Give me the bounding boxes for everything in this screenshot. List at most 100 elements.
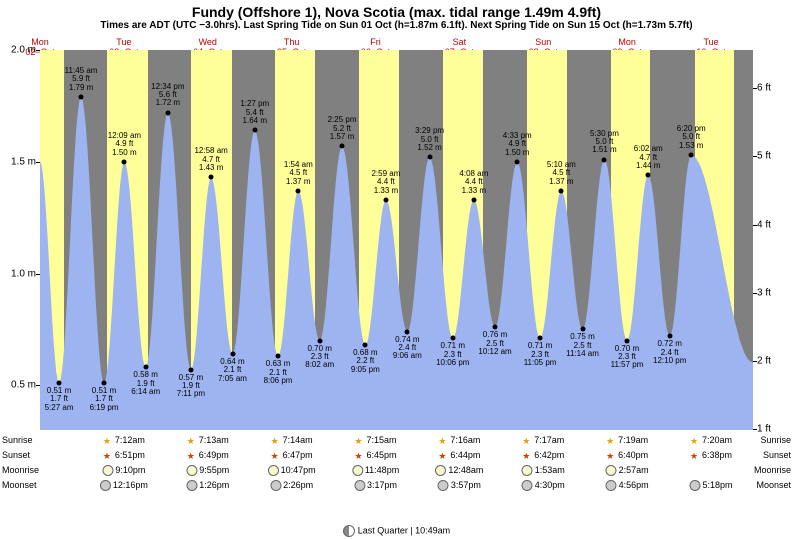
tick (753, 293, 757, 294)
footer-row-moonrise: MoonriseMoonrise9:10pm9:55pm10:47pm11:48… (0, 465, 793, 480)
day-band (191, 50, 232, 430)
extreme-dot (276, 354, 281, 359)
footer-item: 1:53am (522, 465, 565, 476)
day-band (359, 50, 399, 430)
footer-item: 10:47pm (268, 465, 316, 476)
moonrise-icon (268, 465, 279, 476)
footer-item: ★7:15am (355, 435, 397, 446)
footer-item: ★7:19am (606, 435, 648, 446)
y-left-tick-label: 0.5 m (0, 380, 36, 391)
footer-item: ★6:38pm (690, 450, 732, 461)
sunrise-icon: ★ (606, 436, 616, 446)
extreme-dot (363, 343, 368, 348)
day-band (40, 50, 64, 430)
moon-phase: Last Quarter | 10:49am (0, 525, 793, 537)
moonset-icon (186, 480, 197, 491)
tick (753, 361, 757, 362)
footer-label: Sunrise (760, 435, 791, 445)
footer-label: Sunset (2, 450, 30, 460)
footer-row-moonset: MoonsetMoonset12:16pm1:26pm2:26pm3:17pm3… (0, 480, 793, 495)
sunset-icon: ★ (271, 451, 281, 461)
sunrise-icon: ★ (271, 436, 281, 446)
footer-item: 5:18pm (690, 480, 733, 491)
footer-item: ★6:40pm (606, 450, 648, 461)
day-band (695, 50, 734, 430)
tick (36, 162, 40, 163)
footer-item: ★7:17am (522, 435, 564, 446)
footer-label: Moonrise (754, 465, 791, 475)
chart-subtitle: Times are ADT (UTC −3.0hrs). Last Spring… (0, 20, 793, 33)
footer-item: 9:55pm (186, 465, 229, 476)
moonrise-icon (186, 465, 197, 476)
extreme-dot (538, 336, 543, 341)
extreme-dot (580, 327, 585, 332)
footer-item: 3:57pm (438, 480, 481, 491)
sunrise-icon: ★ (438, 436, 448, 446)
footer-item: ★6:51pm (103, 450, 145, 461)
extreme-dot (317, 338, 322, 343)
sunrise-icon: ★ (690, 436, 700, 446)
extreme-dot (515, 159, 520, 164)
footer-item: 2:26pm (270, 480, 313, 491)
moonset-icon (100, 480, 111, 491)
footer-item: 4:56pm (606, 480, 649, 491)
footer-rows: SunriseSunrise★7:12am★7:13am★7:14am★7:15… (0, 435, 793, 495)
y-right-tick-label: 2 ft (757, 355, 793, 366)
extreme-dot (340, 144, 345, 149)
footer-label: Moonset (756, 480, 791, 490)
footer-item: ★6:42pm (522, 450, 564, 461)
extreme-dot (646, 173, 651, 178)
moonset-icon (354, 480, 365, 491)
extreme-dot (252, 128, 257, 133)
moonrise-icon (522, 465, 533, 476)
extreme-dot (79, 94, 84, 99)
footer-label: Sunset (763, 450, 791, 460)
extreme-dot (102, 381, 107, 386)
chart-title: Fundy (Offshore 1), Nova Scotia (max. ti… (0, 0, 793, 20)
extreme-dot (667, 334, 672, 339)
sunset-icon: ★ (355, 451, 365, 461)
extreme-dot (383, 197, 388, 202)
footer-row-sunset: SunsetSunset★6:51pm★6:49pm★6:47pm★6:45pm… (0, 450, 793, 465)
footer-item: 4:30pm (522, 480, 565, 491)
day-band (107, 50, 148, 430)
footer-item: ★7:14am (271, 435, 313, 446)
sunset-icon: ★ (690, 451, 700, 461)
sunrise-icon: ★ (355, 436, 365, 446)
y-left-tick-label: 1.5 m (0, 156, 36, 167)
sunset-icon: ★ (187, 451, 197, 461)
day-band (275, 50, 315, 430)
moonset-icon (522, 480, 533, 491)
tick (36, 274, 40, 275)
footer-item: 3:17pm (354, 480, 397, 491)
moonset-icon (270, 480, 281, 491)
plot-area (40, 50, 753, 430)
moonset-icon (690, 480, 701, 491)
footer-label: Moonset (2, 480, 37, 490)
y-right-tick-label: 1 ft (757, 423, 793, 434)
extreme-dot (209, 175, 214, 180)
footer-label: Sunrise (2, 435, 33, 445)
extreme-dot (689, 153, 694, 158)
y-right-tick-label: 3 ft (757, 287, 793, 298)
y-left-tick-label: 1.0 m (0, 268, 36, 279)
tick (36, 50, 40, 51)
day-band (443, 50, 483, 430)
tick (753, 88, 757, 89)
footer-item: ★7:12am (103, 435, 145, 446)
footer-item: 2:57am (606, 465, 649, 476)
tick (753, 429, 757, 430)
last-quarter-icon (343, 525, 355, 537)
extreme-dot (405, 329, 410, 334)
footer-item: ★7:16am (438, 435, 480, 446)
sunset-icon: ★ (103, 451, 113, 461)
tick (36, 385, 40, 386)
sunset-icon: ★ (438, 451, 448, 461)
footer-item: 9:10pm (102, 465, 145, 476)
moonrise-icon (435, 465, 446, 476)
extreme-dot (122, 159, 127, 164)
sunset-icon: ★ (606, 451, 616, 461)
y-right-tick-label: 5 ft (757, 151, 793, 162)
moonset-icon (606, 480, 617, 491)
footer-row-sunrise: SunriseSunrise★7:12am★7:13am★7:14am★7:15… (0, 435, 793, 450)
